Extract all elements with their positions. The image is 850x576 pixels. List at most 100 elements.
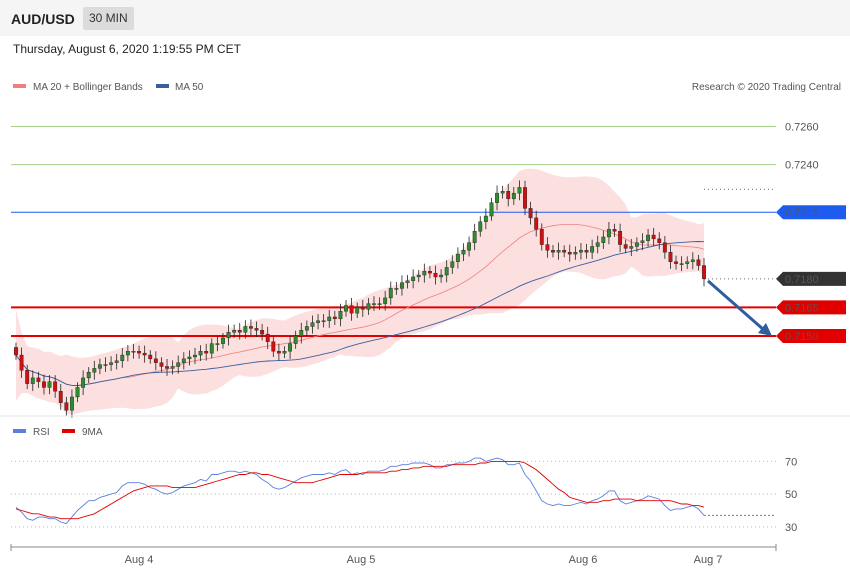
candle [103, 357, 108, 372]
candle [523, 180, 527, 216]
legend-swatch-rsi-ma [62, 429, 75, 433]
timeframe-badge[interactable]: 30 MIN [83, 7, 134, 30]
candle [276, 343, 281, 361]
candle [265, 326, 270, 350]
candle [483, 208, 488, 230]
candle [595, 235, 600, 254]
candle [293, 330, 298, 349]
candle [405, 274, 410, 289]
candle [567, 244, 572, 262]
candle [153, 351, 158, 371]
candle [187, 350, 192, 366]
candle [439, 269, 444, 283]
candle [131, 343, 136, 359]
candle [109, 356, 114, 372]
candle [674, 255, 678, 270]
candle [606, 221, 611, 245]
candle [327, 309, 332, 328]
candle [422, 263, 427, 283]
candle [584, 243, 589, 259]
candle [646, 229, 650, 247]
candle [629, 238, 634, 256]
level-label-3: 0.7180 [785, 274, 819, 286]
candle [579, 242, 583, 260]
candle [42, 374, 46, 395]
legend-ma50: MA 50 [175, 82, 204, 93]
candle [601, 230, 606, 249]
candle [304, 320, 309, 337]
candle [226, 324, 231, 346]
legend-swatch-ma50 [156, 84, 169, 88]
candle [58, 384, 63, 410]
header-bar: AUD/USD 30 MIN [0, 0, 850, 36]
rsi-ma-line [15, 460, 705, 520]
level-tag-5 [776, 329, 846, 343]
candle [377, 297, 382, 310]
candle [316, 314, 320, 330]
candle [545, 237, 550, 258]
candle [495, 185, 499, 211]
candle [478, 216, 483, 237]
candle [19, 347, 24, 378]
bollinger-band [16, 168, 704, 415]
forecast-arrow-head [758, 323, 772, 336]
candle [355, 302, 360, 318]
rsi-line [15, 457, 705, 525]
candle [360, 299, 365, 317]
candle [623, 239, 628, 254]
candle [70, 389, 74, 418]
x-tick-label: Aug 7 [694, 554, 723, 566]
candle [668, 245, 673, 269]
candle [433, 265, 438, 285]
candle [500, 185, 505, 199]
candle [299, 322, 304, 344]
legend-rsi: RSI [33, 427, 50, 438]
candle [159, 357, 164, 372]
candle [288, 336, 293, 359]
x-tick-label: Aug 6 [569, 554, 598, 566]
level-tag-3 [776, 271, 846, 286]
candle [176, 355, 181, 374]
candle [64, 396, 69, 417]
candle [640, 233, 645, 251]
candle [551, 245, 555, 258]
candle [338, 303, 343, 327]
timestamp: Thursday, August 6, 2020 1:19:55 PM CET [13, 42, 241, 56]
ma50-line [15, 241, 705, 386]
candle [271, 336, 276, 357]
candle [148, 350, 153, 364]
candle [215, 336, 220, 352]
candle [612, 223, 617, 237]
candle [517, 180, 522, 201]
legend-ma20: MA 20 + Bollinger Bands [33, 82, 143, 93]
candle [679, 256, 684, 272]
rsi-tick-0: 70 [785, 456, 797, 468]
candle [165, 359, 169, 376]
symbol-title: AUD/USD [11, 11, 75, 27]
candle [282, 346, 287, 359]
level-label-2: 0.7215 [785, 207, 819, 219]
candle [198, 345, 203, 362]
candle [53, 375, 58, 398]
candle [427, 266, 432, 279]
candle [388, 281, 393, 305]
candle [332, 310, 337, 325]
candle [450, 255, 455, 274]
credit-text: Research © 2020 Trading Central [692, 82, 841, 93]
level-label-0: 0.7260 [785, 121, 819, 133]
candle [81, 370, 86, 396]
candle [511, 187, 516, 205]
candle [232, 324, 237, 338]
candle [248, 319, 253, 336]
candle [310, 315, 315, 334]
candle [137, 345, 141, 359]
candle [657, 232, 662, 250]
candle [444, 260, 449, 283]
legend-swatch-rsi [13, 429, 26, 433]
candle [36, 371, 41, 388]
x-tick-label: Aug 5 [347, 554, 376, 566]
candle [702, 257, 706, 287]
x-tick-label: Aug 4 [125, 554, 154, 566]
candle [14, 342, 18, 360]
